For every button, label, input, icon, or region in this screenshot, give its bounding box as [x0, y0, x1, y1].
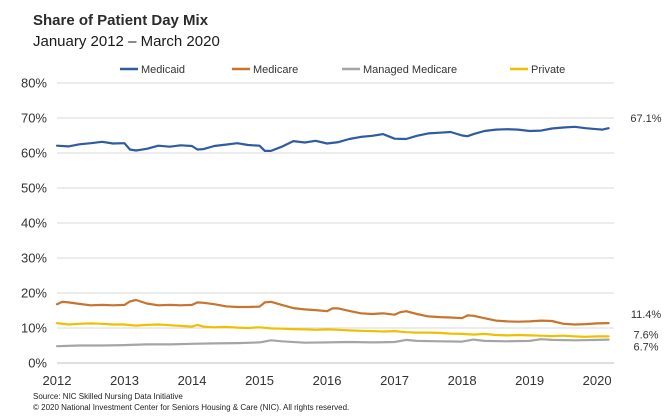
x-tick-label: 2012 — [43, 373, 72, 388]
end-value-label: 67.1% — [630, 113, 661, 125]
x-tick-label: 2020 — [583, 373, 612, 388]
end-value-label: 7.6% — [633, 329, 658, 341]
y-axis-ticks: 0% 10% 20% 30% 40% 50% 60% 70% 80% — [21, 76, 47, 371]
copyright-note: © 2020 National Investment Center for Se… — [33, 403, 350, 412]
y-tick-label: 10% — [21, 321, 47, 336]
legend-entry: Private — [531, 64, 565, 76]
legend: Medicaid Medicare Managed Medicare Private — [120, 64, 565, 76]
y-tick-label: 40% — [21, 216, 47, 231]
y-tick-label: 60% — [21, 146, 47, 161]
y-tick-label: 0% — [28, 356, 47, 371]
gridlines — [57, 82, 614, 364]
source-note: Source: NIC Skilled Nursing Data Initiat… — [33, 392, 183, 401]
y-tick-label: 20% — [21, 286, 47, 301]
y-tick-label: 80% — [21, 76, 47, 91]
chart-subtitle: January 2012 – March 2020 — [33, 33, 220, 50]
y-tick-label: 30% — [21, 251, 47, 266]
end-labels: 67.1% 11.4% 6.7%7.6% — [630, 113, 661, 353]
legend-entry: Medicaid — [141, 64, 185, 76]
legend-entry: Managed Medicare — [363, 64, 457, 76]
series-line — [55, 322, 610, 338]
x-tick-label: 2015 — [245, 373, 274, 388]
end-value-label: 6.7% — [633, 342, 658, 354]
series-line — [55, 298, 610, 326]
x-tick-label: 2014 — [178, 373, 207, 388]
x-tick-label: 2018 — [448, 373, 477, 388]
series-line — [55, 125, 610, 152]
x-tick-label: 2017 — [380, 373, 409, 388]
legend-entry: Medicare — [253, 64, 298, 76]
x-tick-label: 2016 — [313, 373, 342, 388]
end-value-label: 11.4% — [631, 309, 662, 321]
chart-title: Share of Patient Day Mix — [33, 12, 209, 29]
x-tick-label: 2019 — [515, 373, 544, 388]
series-lines — [55, 125, 610, 348]
series-line — [55, 338, 610, 348]
y-tick-label: 50% — [21, 181, 47, 196]
y-tick-label: 70% — [21, 111, 47, 126]
x-tick-label: 2013 — [110, 373, 139, 388]
x-axis-ticks: 2012 2013 2014 2015 2016 2017 2018 2019 2020 — [43, 373, 612, 388]
